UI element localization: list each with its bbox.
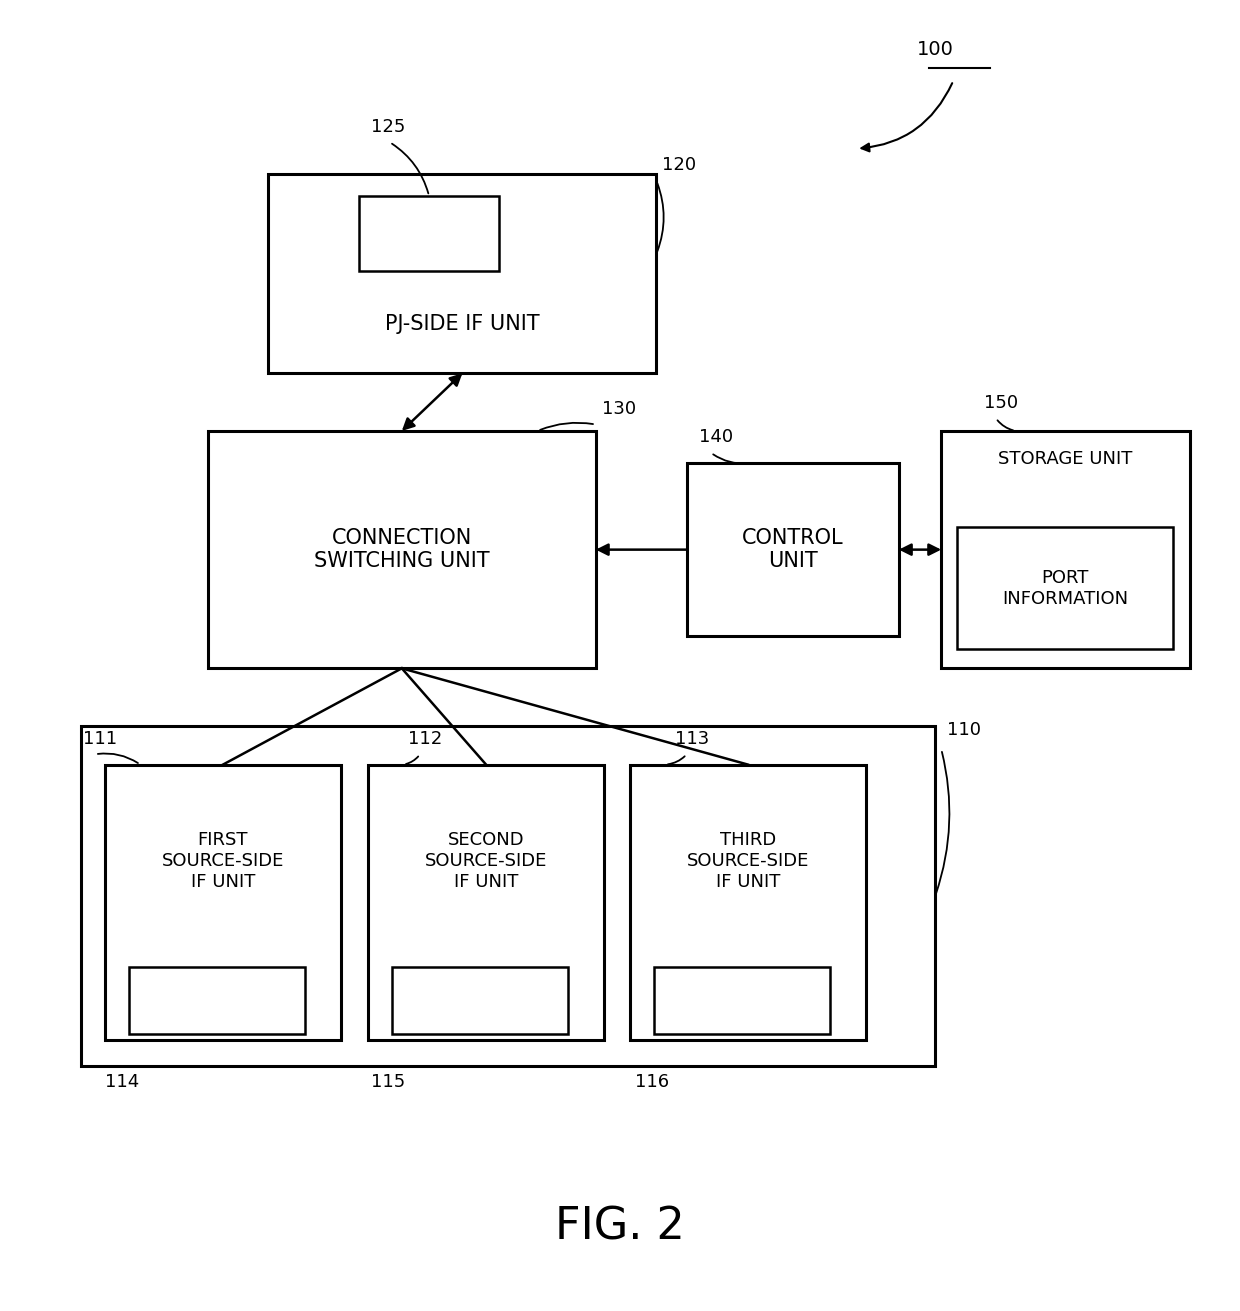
Bar (105, 764, 341, 1041)
Text: 125: 125 (372, 118, 405, 136)
Text: CONNECTION
SWITCHING UNIT: CONNECTION SWITCHING UNIT (314, 528, 490, 572)
Bar (268, 174, 656, 374)
Text: THIRD
SOURCE-SIDE
IF UNIT: THIRD SOURCE-SIDE IF UNIT (687, 831, 808, 891)
Text: 111: 111 (83, 730, 117, 747)
Text: 100: 100 (916, 39, 954, 59)
Text: 140: 140 (699, 429, 733, 446)
Bar (208, 431, 595, 669)
Text: FIRST
SOURCE-SIDE
IF UNIT: FIRST SOURCE-SIDE IF UNIT (161, 831, 284, 891)
Text: PJ-SIDE IF UNIT: PJ-SIDE IF UNIT (386, 315, 539, 334)
Text: 112: 112 (408, 730, 443, 747)
Bar (630, 764, 866, 1041)
Text: FIG. 2: FIG. 2 (556, 1205, 684, 1248)
Bar (653, 968, 830, 1034)
Text: SECOND
SOURCE-SIDE
IF UNIT: SECOND SOURCE-SIDE IF UNIT (425, 831, 547, 891)
Text: PORT
INFORMATION: PORT INFORMATION (1002, 569, 1128, 607)
Text: 116: 116 (635, 1072, 668, 1091)
Bar (941, 431, 1189, 669)
Text: 130: 130 (601, 400, 636, 418)
Text: 150: 150 (983, 393, 1018, 412)
Text: STORAGE UNIT: STORAGE UNIT (998, 450, 1132, 468)
Text: 114: 114 (105, 1072, 139, 1091)
Bar (129, 968, 305, 1034)
Text: CONTROL
UNIT: CONTROL UNIT (742, 528, 843, 572)
Bar (368, 764, 604, 1041)
Bar (957, 527, 1173, 649)
Bar (687, 463, 899, 636)
Text: 115: 115 (372, 1072, 405, 1091)
Text: 120: 120 (662, 156, 697, 174)
Text: 110: 110 (947, 721, 981, 739)
Bar (392, 968, 568, 1034)
Bar (360, 197, 498, 270)
Bar (81, 726, 935, 1066)
Text: 113: 113 (675, 730, 709, 747)
